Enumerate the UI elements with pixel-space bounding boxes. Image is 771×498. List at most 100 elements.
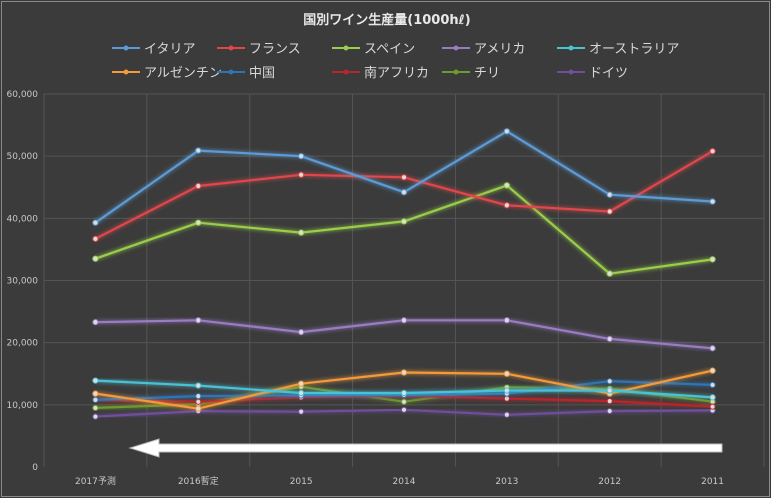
x-tick-label: 2011 bbox=[701, 477, 724, 487]
data-point bbox=[195, 405, 202, 412]
data-point bbox=[195, 182, 202, 190]
legend-swatch-marker bbox=[453, 45, 459, 51]
legend-item: ドイツ bbox=[557, 66, 628, 81]
legend-item: オーストラリア bbox=[557, 42, 679, 57]
legend-swatch-marker bbox=[453, 69, 459, 75]
data-point bbox=[606, 208, 613, 215]
data-point bbox=[195, 398, 202, 405]
legend-item: アルゼンチン bbox=[112, 66, 222, 81]
legend-item: イタリア bbox=[112, 42, 195, 57]
x-tick-label: 2016暫定 bbox=[178, 475, 219, 487]
legend-swatch-marker bbox=[228, 69, 234, 75]
data-point bbox=[709, 394, 716, 401]
series bbox=[92, 377, 716, 401]
y-tick-label: 40,000 bbox=[7, 214, 39, 224]
x-axis-ticks: 2017予測 2016暫定 2015 2014 2013 2012 2011 bbox=[75, 475, 724, 487]
legend-label: 中国 bbox=[249, 66, 275, 81]
legend-swatch-marker bbox=[228, 45, 234, 51]
data-point bbox=[92, 319, 99, 326]
data-point bbox=[92, 255, 99, 262]
data-point bbox=[298, 328, 305, 336]
legend-label: フランス bbox=[249, 42, 301, 57]
legend-swatch-marker bbox=[343, 69, 349, 75]
data-point bbox=[400, 317, 408, 324]
legend-label: ドイツ bbox=[589, 66, 628, 81]
data-point bbox=[400, 174, 408, 181]
data-point bbox=[92, 390, 99, 397]
data-point bbox=[709, 345, 716, 352]
data-point bbox=[709, 403, 716, 410]
series bbox=[92, 406, 716, 420]
series-lines bbox=[92, 128, 716, 420]
data-point bbox=[709, 381, 716, 389]
data-point bbox=[503, 317, 510, 324]
data-point bbox=[92, 396, 99, 403]
data-point bbox=[298, 408, 305, 415]
legend-item: 南アフリカ bbox=[332, 65, 429, 81]
y-tick-label: 60,000 bbox=[7, 90, 39, 100]
direction-arrow bbox=[128, 438, 723, 458]
data-point bbox=[195, 317, 202, 324]
data-point bbox=[195, 219, 202, 226]
legend-label: スペイン bbox=[364, 42, 415, 57]
legend-item: アメリカ bbox=[442, 42, 525, 57]
series-line bbox=[95, 184, 713, 275]
data-point bbox=[298, 171, 305, 178]
x-tick-label: 2014 bbox=[393, 477, 416, 487]
data-point bbox=[92, 235, 99, 242]
y-tick-label: 30,000 bbox=[7, 277, 39, 287]
x-tick-label: 2015 bbox=[290, 477, 313, 487]
y-tick-label: 10,000 bbox=[7, 401, 39, 411]
series bbox=[92, 148, 716, 242]
legend-item: チリ bbox=[442, 66, 500, 81]
data-point bbox=[606, 398, 613, 405]
legend-label: 南アフリカ bbox=[364, 65, 429, 81]
legend-swatch-marker bbox=[568, 45, 574, 51]
x-tick-label: 2013 bbox=[495, 477, 518, 487]
legend-swatch-marker bbox=[123, 69, 129, 75]
x-tick-label: 2012 bbox=[598, 477, 621, 487]
data-point bbox=[92, 377, 99, 384]
data-point bbox=[709, 198, 716, 205]
data-point bbox=[400, 406, 408, 413]
data-point bbox=[606, 191, 613, 198]
data-point bbox=[503, 182, 510, 189]
legend-swatch-marker bbox=[568, 69, 574, 75]
x-tick-label: 2017予測 bbox=[75, 475, 116, 487]
data-point bbox=[503, 370, 510, 377]
data-point bbox=[606, 378, 613, 385]
data-point bbox=[400, 189, 408, 196]
data-point bbox=[92, 413, 99, 420]
chart-title: 国別ワイン生産量(1000hℓ) bbox=[303, 12, 470, 28]
data-point bbox=[400, 218, 408, 225]
data-point bbox=[503, 395, 510, 402]
data-point bbox=[92, 404, 99, 412]
data-point bbox=[709, 256, 716, 263]
arrow-shape bbox=[128, 438, 723, 458]
data-point bbox=[195, 393, 202, 400]
legend-item: 中国 bbox=[217, 66, 275, 81]
legend-label: チリ bbox=[474, 66, 500, 81]
data-point bbox=[709, 367, 716, 374]
data-point bbox=[298, 380, 305, 387]
data-point bbox=[400, 389, 408, 397]
data-point bbox=[400, 369, 408, 376]
data-point bbox=[709, 148, 716, 155]
y-axis-ticks: 0 10,000 20,000 30,000 40,000 50,000 60,000 bbox=[7, 90, 39, 473]
data-point bbox=[195, 382, 202, 389]
series bbox=[92, 128, 716, 226]
data-point bbox=[503, 387, 510, 394]
legend-item: フランス bbox=[217, 42, 301, 57]
legend-label: イタリア bbox=[144, 42, 195, 57]
y-tick-label: 0 bbox=[32, 463, 38, 473]
y-tick-label: 20,000 bbox=[7, 339, 39, 349]
legend-label: オーストラリア bbox=[589, 42, 679, 57]
series-line bbox=[95, 319, 713, 350]
data-point bbox=[195, 147, 202, 154]
data-point bbox=[298, 153, 305, 160]
data-point bbox=[503, 202, 510, 209]
data-point bbox=[606, 387, 613, 394]
